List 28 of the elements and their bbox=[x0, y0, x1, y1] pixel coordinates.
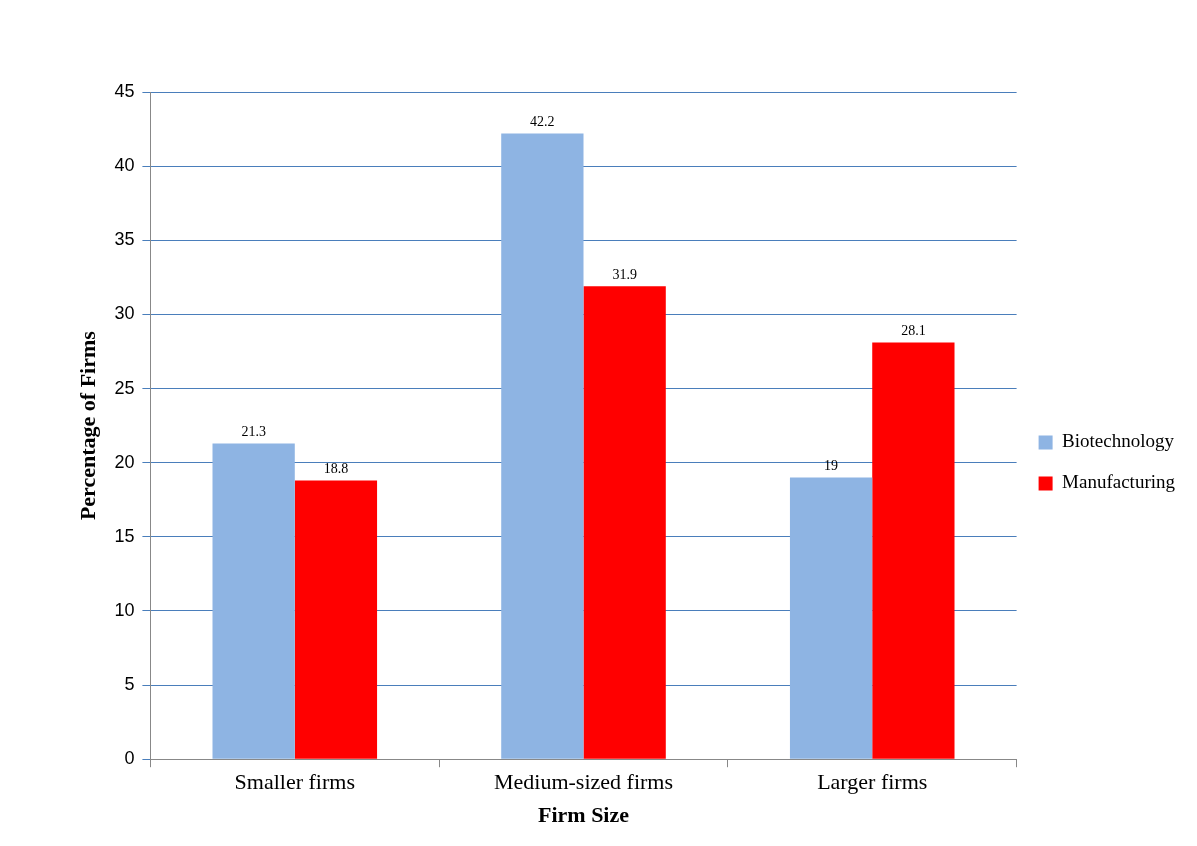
y-tick-label: 5 bbox=[124, 674, 135, 695]
y-tick-label: 45 bbox=[114, 80, 135, 101]
y-tick-label: 40 bbox=[114, 155, 135, 176]
x-tick-label: Smaller firms bbox=[234, 769, 355, 795]
y-tick-label: 35 bbox=[114, 229, 135, 250]
bar bbox=[583, 286, 666, 759]
x-tick-label: Medium-sized firms bbox=[493, 769, 674, 795]
data-label: 31.9 bbox=[612, 266, 637, 282]
data-label: 42.2 bbox=[530, 114, 555, 130]
y-tick-label: 0 bbox=[124, 748, 135, 769]
x-axis-title: Firm Size bbox=[537, 802, 630, 828]
data-label: 28.1 bbox=[901, 323, 926, 339]
data-label: 21.3 bbox=[241, 424, 266, 440]
bar bbox=[212, 443, 295, 759]
legend-label: Biotechnology bbox=[1062, 430, 1175, 452]
bar bbox=[872, 342, 955, 759]
y-tick-label: 20 bbox=[114, 451, 135, 472]
data-label: 18.8 bbox=[323, 461, 349, 477]
y-tick-label: 10 bbox=[114, 599, 135, 620]
y-axis-title: Percentage of Firms bbox=[74, 330, 100, 521]
bar bbox=[501, 133, 584, 759]
y-tick-label: 15 bbox=[114, 525, 135, 546]
bar bbox=[294, 480, 378, 759]
y-tick-label: 25 bbox=[114, 377, 135, 398]
y-tick-label: 30 bbox=[114, 303, 135, 324]
legend-label: Manufacturing bbox=[1062, 471, 1176, 493]
x-tick-label: Larger firms bbox=[817, 769, 928, 795]
bar bbox=[789, 477, 873, 759]
